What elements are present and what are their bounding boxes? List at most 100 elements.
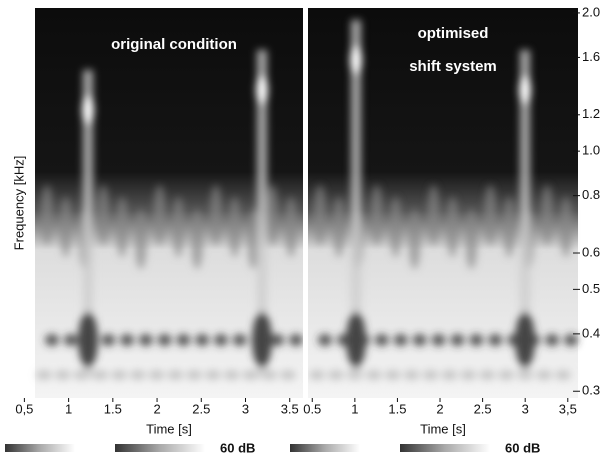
texture-blob [503,197,516,257]
texture-blob [242,370,259,380]
texture-blob [280,370,296,380]
y-tick-label: 0.4 [582,325,600,340]
texture-blob [167,370,184,380]
texture-blob [54,370,71,380]
texture-blob [247,209,260,269]
texture-blob [228,197,241,257]
texture-blob [148,370,165,380]
texture-blob [350,46,362,74]
y-tick-label: 1.0 [582,143,600,158]
texture-blob [134,209,147,269]
panel-title: shift system [409,58,497,75]
texture-blob [270,334,285,346]
colorbar-label: 60 dB [220,440,255,455]
texture-blob [393,334,408,346]
texture-blob [374,334,389,346]
texture-blob [116,197,129,257]
texture-blob [541,185,554,245]
texture-blob [204,370,221,380]
texture-blob [252,312,272,368]
y-tick-label: 2.0 [582,4,600,19]
texture-blob [41,185,53,245]
panel-title: optimised [418,25,489,42]
texture-blob [536,370,553,380]
y-tick-label: 1.6 [582,49,600,64]
x-axis-label: Time [s] [420,421,466,436]
x-tick-label: 3 [522,401,529,416]
texture-blob [460,370,477,380]
texture-blob [223,370,240,380]
texture-blob [78,312,98,368]
texture-blob [365,370,382,380]
texture-blob [431,334,446,346]
texture-blob [256,76,268,104]
texture-blob [427,185,440,245]
texture-blob [63,334,78,346]
texture-blob [384,370,401,380]
y-tick-label: 1.2 [582,106,600,121]
texture-blob [36,370,52,380]
texture-blob [195,334,210,346]
texture-blob [97,185,110,245]
x-tick-label: 0,5 [15,401,33,416]
texture-blob [441,370,458,380]
texture-streak [520,50,530,378]
texture-blob [309,370,325,380]
texture-blob [172,197,185,257]
x-tick-label: 2.5 [192,401,210,416]
colorbar [5,444,75,452]
spectrogram-texture [309,20,578,380]
texture-blob [389,197,402,257]
texture-blob [176,334,191,346]
x-tick-label: 1.5 [388,401,406,416]
texture-blob [186,370,203,380]
texture-blob [314,185,326,245]
texture-streak [83,70,93,378]
colorbar [115,444,205,452]
texture-blob [45,334,59,346]
x-tick-label: 2.5 [474,401,492,416]
texture-blob [479,370,496,380]
texture-blob [327,370,344,380]
texture-blob [515,312,535,368]
texture-blob [446,197,459,257]
y-tick-label: 0.8 [582,187,600,202]
texture-blob [564,334,578,346]
panel-title: original condition [111,36,237,53]
texture-blob [450,334,465,346]
texture-blob [408,209,421,269]
texture-blob [129,370,146,380]
x-tick-label: 3 [242,401,249,416]
texture-blob [285,197,297,257]
texture-blob [59,197,72,257]
texture-blob [111,370,128,380]
texture-blob [120,334,135,346]
y-tick-label: 0.3 [582,383,600,398]
x-tick-label: 3,5 [559,401,577,416]
texture-blob [213,334,228,346]
texture-blob [422,370,439,380]
texture-blob [101,334,116,346]
texture-blob [519,76,531,104]
x-tick-label: 1 [351,401,358,416]
texture-blob [488,334,503,346]
colorbar [290,444,360,452]
texture-blob [545,334,560,346]
colorbar-label: 60 dB [505,440,540,455]
y-tick-label: 0.6 [582,244,600,259]
texture-blob [92,370,109,380]
spectrogram-texture [36,50,303,380]
texture-blob [318,334,332,346]
panel-divider [303,8,308,398]
texture-blob [232,334,247,346]
y-axis-label: Frequency [kHz] [11,156,26,251]
x-tick-label: 0.5 [303,401,321,416]
texture-blob [555,370,571,380]
texture-blob [403,370,420,380]
texture-blob [153,185,166,245]
texture-blob [138,334,153,346]
texture-blob [289,334,303,346]
texture-streak [257,50,267,378]
texture-blob [332,197,345,257]
